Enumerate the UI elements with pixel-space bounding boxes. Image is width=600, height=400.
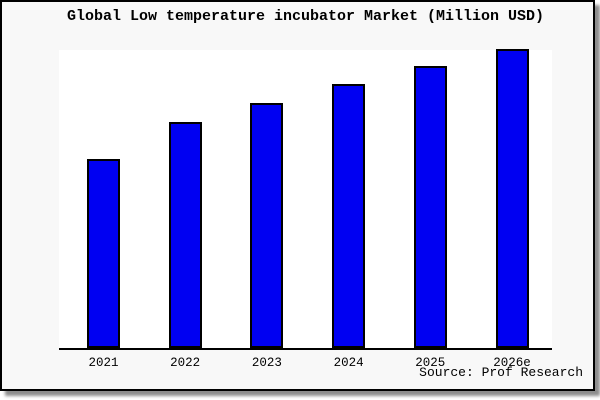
bar-2025 (413, 66, 447, 348)
source-text: Source: Prof Research (419, 365, 583, 380)
bar-2026e (495, 48, 529, 348)
bar-2023 (250, 103, 284, 348)
x-tick-label-2025: 2025 (415, 356, 446, 370)
x-tick-label-2024: 2024 (333, 356, 364, 370)
x-tick-label-2023: 2023 (251, 356, 282, 370)
bar-2021 (87, 159, 120, 348)
bar-2022 (168, 122, 202, 348)
x-tick-label-2022: 2022 (170, 356, 201, 370)
x-tick-label-2021: 2021 (88, 356, 119, 370)
plot-area (59, 48, 552, 350)
bar-2024 (332, 84, 366, 348)
x-tick-label-2026e: 2026e (493, 356, 531, 370)
chart-panel: Global Low temperature incubator Market … (0, 0, 595, 391)
chart-title: Global Low temperature incubator Market … (66, 8, 545, 25)
x-axis-labels: 2021 2022 2023 2024 2025 2026e (59, 356, 552, 372)
